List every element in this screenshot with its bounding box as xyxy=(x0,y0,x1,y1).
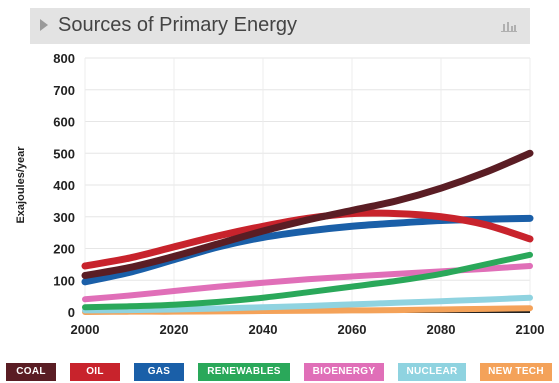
expand-arrow-icon[interactable] xyxy=(40,19,48,31)
legend-item-coal[interactable]: COAL xyxy=(6,363,56,381)
legend-item-gas[interactable]: GAS xyxy=(134,363,184,381)
y-tick-label: 200 xyxy=(53,242,75,257)
series-line-renewables xyxy=(82,251,533,311)
x-tick-label: 2020 xyxy=(160,322,189,337)
series-line-coal xyxy=(81,149,534,279)
legend-item-bioenergy[interactable]: BIOENERGY xyxy=(304,363,384,381)
x-tick-label: 2100 xyxy=(516,322,545,337)
y-tick-label: 400 xyxy=(53,178,75,193)
legend-item-oil[interactable]: OIL xyxy=(70,363,120,381)
y-tick-label: 300 xyxy=(53,210,75,225)
y-axis-label: Exajoules/year xyxy=(15,146,27,224)
legend-item-nuclear[interactable]: NUCLEAR xyxy=(398,363,466,381)
energy-line-chart: 0 100 200 300 400 500 600 700 800 2000 2020 2040 206… xyxy=(15,51,545,337)
y-tick-label: 100 xyxy=(53,273,75,288)
y-tick-label: 800 xyxy=(53,51,75,66)
chart-title: Sources of Primary Energy xyxy=(58,14,297,36)
y-tick-label: 0 xyxy=(68,305,75,320)
legend-item-renewables[interactable]: RENEWABLES xyxy=(198,363,290,381)
y-tick-label: 700 xyxy=(53,83,75,98)
x-tick-label: 2000 xyxy=(71,322,100,337)
bar-chart-icon[interactable] xyxy=(500,19,518,33)
x-tick-label: 2080 xyxy=(427,322,456,337)
series-line-nuclear xyxy=(82,294,533,314)
y-tick-label: 500 xyxy=(53,146,75,161)
y-tick-label: 600 xyxy=(53,115,75,130)
chart-title-bar: Sources of Primary Energy xyxy=(30,8,530,44)
x-tick-label: 2060 xyxy=(338,322,367,337)
x-tick-label: 2040 xyxy=(249,322,278,337)
legend-item-new-tech[interactable]: NEW TECH xyxy=(480,363,552,381)
